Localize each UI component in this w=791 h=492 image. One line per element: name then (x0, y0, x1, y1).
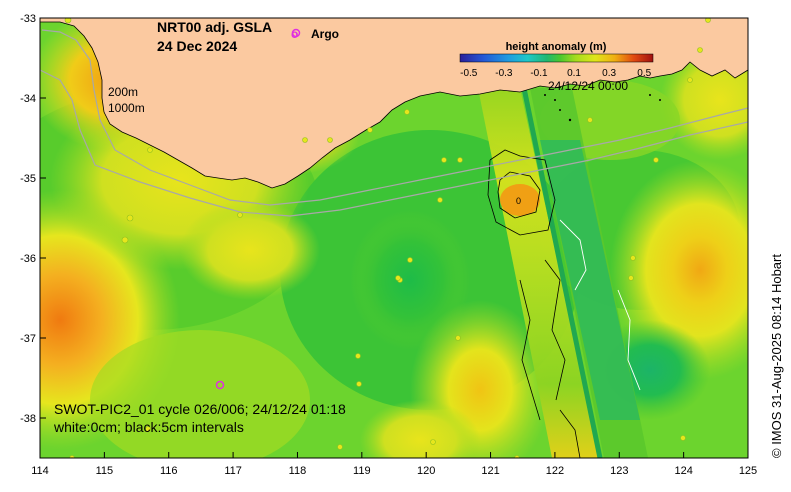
plot-area (40, 18, 748, 458)
map-title: NRT00 adj. GSLA (157, 19, 272, 35)
colorbar-tick-label: -0.3 (495, 68, 513, 79)
x-tick-label: 115 (96, 465, 114, 477)
x-tick-label: 116 (160, 465, 178, 477)
colorbar-ticks: -0.5 -0.3 -0.1 0.1 0.3 0.5 (460, 68, 651, 79)
argo-floats (215, 28, 301, 390)
x-tick-label: 118 (289, 465, 307, 477)
x-tick-label: 119 (353, 465, 371, 477)
copyright-credit: © IMOS 31-Aug-2025 08:14 Hobart (769, 254, 784, 458)
y-axis-ticks: -33 -34 -35 -36 -37 -38 (20, 13, 46, 425)
observation-dots (64, 18, 711, 458)
x-axis-ticks: 114 115 116 117 118 119 120 121 122 123 124 125 (31, 452, 757, 477)
colorbar-timestamp: 24/12/24 00:00 (548, 79, 628, 93)
x-tick-label: 114 (31, 465, 49, 477)
y-tick-label: -33 (20, 13, 36, 25)
colorbar-legend: height anomaly (m) -0.5 -0.3 -0.1 0.1 0.3 0.5… (459, 41, 654, 93)
argo-float-marker[interactable] (215, 380, 225, 390)
plot-frame (39, 17, 749, 459)
y-tick-label: -37 (20, 333, 36, 345)
x-tick-label: 124 (674, 465, 692, 477)
contour-caption: white:0cm; black:5cm intervals (53, 419, 244, 435)
isobath-label-1000: 1000m (108, 101, 145, 115)
argo-legend-label: Argo (311, 27, 339, 41)
isobath-lines (40, 29, 748, 217)
map-date: 24 Dec 2024 (157, 38, 237, 54)
contour-label: 0 (516, 196, 521, 206)
x-tick-label: 123 (610, 465, 628, 477)
colorbar-title: height anomaly (m) (506, 41, 607, 53)
colorbar-tick-label: 0.1 (567, 68, 581, 79)
x-tick-label: 125 (739, 465, 757, 477)
y-tick-label: -35 (20, 173, 36, 185)
x-tick-label: 122 (546, 465, 564, 477)
x-tick-label: 117 (224, 465, 242, 477)
coastal-islands (544, 94, 661, 122)
colorbar-tick-label: -0.5 (460, 68, 478, 79)
swot-swath (478, 87, 648, 458)
colorbar-gradient (459, 53, 654, 63)
x-tick-label: 121 (481, 465, 499, 477)
colorbar-tick-label: -0.1 (530, 68, 548, 79)
colorbar-tick-label: 0.3 (602, 68, 616, 79)
swot-caption: SWOT-PIC2_01 cycle 026/006; 24/12/24 01:… (54, 401, 346, 417)
argo-legend-symbol: o (291, 27, 298, 41)
argo-float-marker[interactable] (291, 28, 301, 38)
x-tick-label: 120 (417, 465, 435, 477)
y-tick-label: -36 (20, 253, 36, 265)
colorbar-tick-label: 0.5 (637, 68, 651, 79)
isobath-label-200: 200m (108, 85, 138, 99)
y-tick-label: -38 (20, 413, 36, 425)
y-tick-label: -34 (20, 93, 36, 105)
